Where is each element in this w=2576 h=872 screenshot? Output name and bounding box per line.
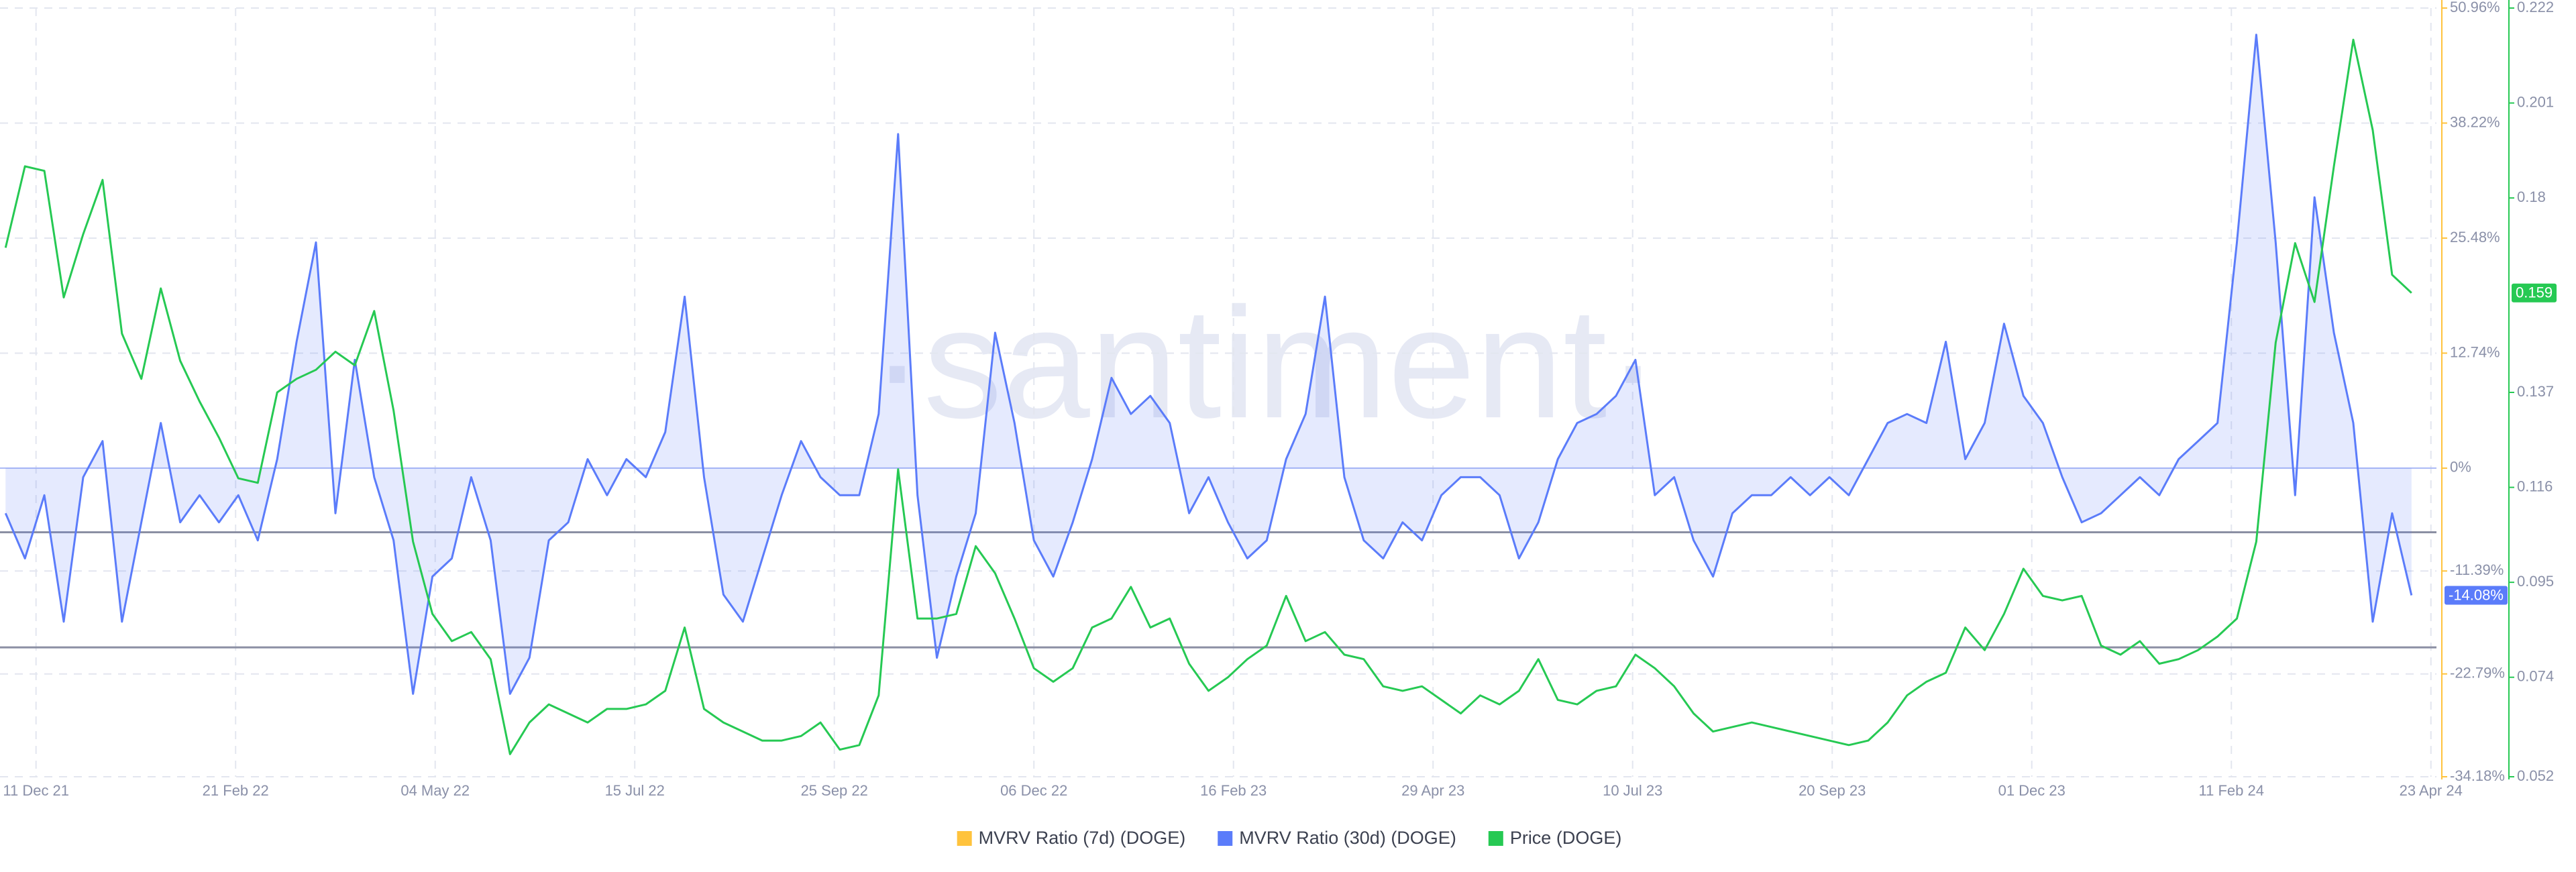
current-value-badge [2445, 586, 2508, 605]
current-value-label: 0.159 [2516, 284, 2553, 301]
x-tick-label: 01 Dec 23 [1998, 782, 2065, 799]
x-tick-label: 20 Sep 23 [1799, 782, 1866, 799]
x-tick-label: 10 Jul 23 [1603, 782, 1662, 799]
x-tick-label: 23 Apr 24 [2400, 782, 2463, 799]
legend-label: MVRV Ratio (30d) (DOGE) [1239, 828, 1456, 848]
y2-tick-label: 0.074 [2517, 668, 2554, 685]
y2-tick-label: 0.18 [2517, 188, 2546, 205]
x-tick-label: 15 Jul 22 [605, 782, 665, 799]
line [4, 34, 2413, 695]
legend-swatch [1488, 831, 1503, 846]
x-tick-label: 11 Dec 21 [3, 782, 69, 799]
legend: MVRV Ratio (7d) (DOGE) MVRV Ratio (30d) (… [957, 828, 1622, 848]
current-value-label: -14.08% [2449, 586, 2504, 603]
y-tick-label: -22.79% [2450, 665, 2505, 682]
x-tick-label: 16 Feb 23 [1200, 782, 1267, 799]
y2-tick-label: 0.116 [2517, 478, 2553, 494]
y-tick-label: -34.18% [2450, 767, 2505, 784]
legend-label: Price (DOGE) [1510, 828, 1622, 848]
y2-tick-label: 0.222 [2517, 0, 2554, 15]
legend-swatch [957, 831, 972, 846]
x-tick-label: 06 Dec 22 [1000, 782, 1067, 799]
y-tick-label: 25.48% [2450, 229, 2500, 246]
x-tick-label: 11 Feb 24 [2199, 782, 2264, 799]
y-tick-label: 50.96% [2450, 0, 2500, 15]
x-tick-label: 29 Apr 23 [1401, 782, 1464, 799]
y2-tick-label: 0.095 [2517, 573, 2554, 590]
y2-tick-label: 0.201 [2517, 93, 2554, 110]
y2-tick-label: 0.052 [2517, 767, 2554, 784]
legend-swatch [1218, 831, 1233, 846]
y-tick-label: 38.22% [2450, 113, 2500, 130]
y-tick-label: -11.39% [2450, 561, 2504, 578]
y-tick-label: 12.74% [2450, 343, 2500, 360]
line [4, 38, 2412, 755]
legend-label: MVRV Ratio (7d) (DOGE) [979, 828, 1186, 848]
x-tick-label: 25 Sep 22 [801, 782, 868, 799]
current-value-badge [2512, 283, 2557, 303]
x-tick-label: 04 May 22 [400, 782, 470, 799]
y-tick-label: 0% [2450, 459, 2471, 476]
x-tick-label: 21 Feb 22 [203, 782, 269, 799]
y2-tick-label: 0.137 [2517, 383, 2554, 400]
